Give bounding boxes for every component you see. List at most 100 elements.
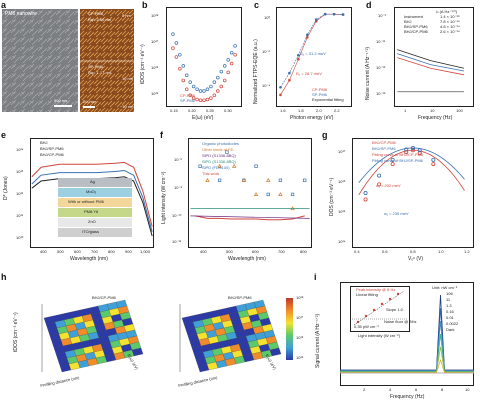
panel-g-ytick-0: 10¹⁷	[338, 149, 346, 154]
panel-d-ytick-2: 10⁻¹³	[376, 65, 386, 70]
otherpd-point-6	[278, 192, 283, 196]
panel-i-xtick-1: 4	[389, 387, 392, 392]
panel-c-ylabel: Normalized FTPS-EQE (a.u.)	[253, 39, 259, 104]
surface-cell-8-8	[269, 347, 282, 357]
device-stack: Ag MoO₃ With or without PM6 PM6:Y6 ZnO I…	[58, 178, 132, 238]
afm-mid-title: SP-PM6	[88, 64, 103, 69]
panel-c-xtick-3: 2.2	[334, 108, 340, 113]
panel-g-xtick-1: 0.6	[382, 249, 388, 254]
panel-i-xtick-3: 8	[441, 387, 444, 392]
panel-e-ylabel: D* (Jones)	[3, 176, 9, 200]
panel-b-ytick-2: 10¹⁶	[151, 65, 159, 70]
panel-d-ytick-3: 10⁻¹⁵	[376, 91, 386, 96]
panel-d-axes	[394, 7, 474, 107]
panel-f-xtick-3: 700	[278, 249, 285, 254]
panel-b-legend-0: CP-PM6	[180, 93, 196, 98]
panel-h-title-1: BHJ/CP-PM6	[92, 295, 116, 300]
otherpd-point-0	[205, 178, 210, 182]
panel-d-legend-name-2: BHJ/SP-PM6	[404, 24, 428, 29]
panel-b-letter: b	[142, 0, 148, 10]
panel-h-colorbar	[286, 298, 293, 360]
panel-b-xtick-3: 0.30	[224, 108, 232, 113]
panel-f-ytick-3: 10⁻¹²	[172, 239, 182, 244]
tdos-point-0-11	[209, 96, 213, 100]
panel-e-legend-2: BHJ/CP-PM6	[40, 152, 64, 157]
panel-i-legend-4: 0.01	[446, 315, 454, 320]
panel-g-xlabel: Vₒᶜ (V)	[408, 256, 424, 262]
afm-bottom-scale: −10 nm	[120, 104, 134, 109]
panel-g-ann-blue: σᵤ = 235 meV	[384, 211, 409, 216]
panel-c-xtick-0: 1.6	[280, 108, 286, 113]
tdos-point-0-0	[171, 46, 175, 50]
panel-d-legend-val-1: 7.8 × 10⁻¹⁴	[440, 19, 460, 24]
dos-point-1-0	[363, 191, 368, 196]
dstar-line-1	[31, 169, 153, 232]
stack-label-pm6y6: PM6:Y6	[84, 209, 99, 214]
panel-d-legend-name-0: Instrument	[404, 14, 423, 19]
panel-f-ytick-0: 10⁻⁶	[174, 157, 183, 162]
tdos-point-0-9	[202, 98, 206, 102]
stack-layer-ag	[58, 178, 132, 187]
signal-line-0	[340, 294, 474, 371]
panel-c-legend-0: CP-PM6	[312, 87, 328, 92]
dos-point-1-3	[404, 147, 409, 152]
panel-d-xtick-2: 100	[456, 108, 463, 113]
tdos-point-1-10	[205, 87, 210, 92]
panel-g-xtick-0: 0.4	[354, 249, 360, 254]
panel-d-legend-name-3: BHJ/CP-PM6	[404, 29, 428, 34]
panel-i-legend-3: 0.16	[446, 309, 454, 314]
panel-d-legend-val-0: 1.4 × 10⁻¹⁵	[440, 14, 460, 19]
noise-line-1	[397, 49, 465, 69]
tdos-point-1-9	[202, 89, 206, 93]
panel-h-cbar-tick-1: 10¹⁷	[296, 315, 304, 320]
panel-h-title-2: BHJ/SP-PM6	[228, 295, 252, 300]
panel-b-xtick-1: 0.20	[188, 108, 196, 113]
panel-d-ytick-1: 10⁻¹¹	[376, 39, 386, 44]
panel-b-axes	[166, 7, 242, 107]
panel-i-letter: i	[314, 272, 317, 282]
noise-line-2	[397, 53, 465, 72]
panel-g-letter: g	[322, 130, 328, 140]
panel-f-xlabel: Wavelength (nm)	[228, 256, 266, 262]
panel-b-xtick-0: 0.15	[170, 108, 178, 113]
panel-b-xtick-2: 0.25	[206, 108, 214, 113]
tdos-point-1-14	[219, 69, 224, 74]
panel-d-xtick-1: 10	[430, 108, 435, 113]
opd-point-4	[254, 164, 258, 168]
panel-h-letter: h	[1, 272, 7, 282]
tdos-point-0-18	[233, 52, 237, 57]
panel-h-zlabel: tDOS (cm⁻³ eV⁻¹)	[13, 312, 19, 352]
panel-e-ytick-1: 10¹³	[16, 169, 24, 174]
inset-fit-line	[353, 290, 405, 326]
panel-i-inset-min: 0.35 pW cm⁻²	[354, 324, 379, 329]
otherpd-point-1	[217, 163, 222, 168]
stack-label-pm6: With or without PM6	[68, 199, 104, 204]
panel-i-inset-slope: Slope 1.0	[386, 307, 403, 312]
panel-h-surface-2	[179, 299, 282, 373]
signal-line-4	[340, 346, 474, 373]
dos-point-0-6	[431, 162, 436, 167]
signal-line-3	[340, 333, 474, 372]
panel-h-surface-1	[41, 299, 144, 373]
tdos-point-1-13	[216, 75, 220, 80]
tdos-point-0-3	[181, 78, 186, 83]
tdos-point-0-13	[216, 89, 220, 93]
panel-d-legend-header: iₙ (A Hz⁻¹ᐟ²)	[436, 9, 458, 14]
tdos-point-1-6	[191, 84, 196, 89]
panel-e-xtick-2: 600	[74, 249, 81, 254]
tdos-point-0-14	[219, 84, 224, 89]
panel-c-xtick-2: 2.0	[316, 108, 322, 113]
panel-b-plot	[171, 32, 237, 102]
stack-label-ito: ITO/glass	[82, 229, 100, 234]
thiswork-line	[195, 215, 305, 221]
panel-g-ytick-3: 10¹⁴	[338, 239, 346, 244]
opd-point-0	[198, 164, 202, 168]
panel-e-ytick-0: 10¹⁴	[16, 147, 24, 152]
afm-top-rq: Rq= 2.60 nm	[88, 17, 112, 22]
panel-h-cbar-tick-2: 10¹⁶	[296, 335, 304, 340]
opd-point-1	[217, 178, 222, 182]
panel-f-axes	[188, 138, 312, 248]
stack-layer-pm6y6	[58, 208, 132, 217]
panel-f-xtick-1: 500	[226, 249, 233, 254]
panel-e-legend-1: BHJ/SP-PM6	[40, 146, 64, 151]
